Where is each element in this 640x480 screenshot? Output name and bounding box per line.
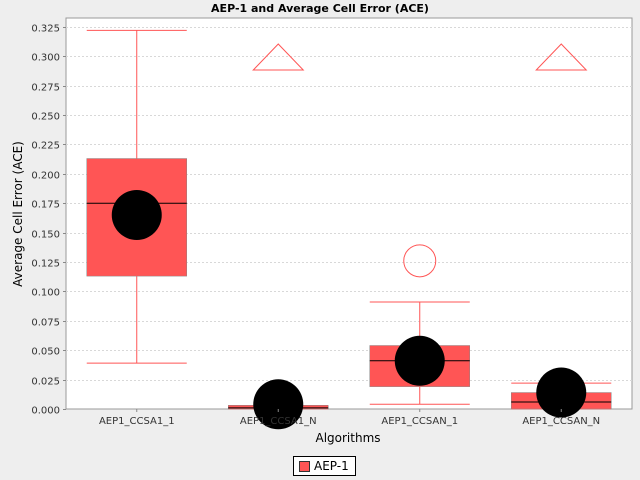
far-out-indicator <box>252 43 305 71</box>
outlier-marker <box>403 244 437 278</box>
box-group <box>511 43 612 418</box>
x-tick-label: AEP1_CCSA1_N <box>240 416 317 427</box>
y-tick-label: 0.250 <box>31 112 60 123</box>
mean-marker <box>111 189 162 240</box>
x-axis: AEP1_CCSA1_1 AEP1_CCSA1_N AEP1_CCSAN_1 AEP1… <box>99 409 600 427</box>
y-tick-label: 0.300 <box>31 53 60 64</box>
x-tick-label: AEP1_CCSAN_1 <box>381 416 458 427</box>
box-group <box>86 29 187 364</box>
y-tick-label: 0.000 <box>31 406 60 417</box>
y-tick-label: 0.200 <box>31 171 60 182</box>
y-axis: 0.000 0.025 0.050 0.075 0.100 0.125 0.150 0.175… <box>31 24 66 417</box>
mean-marker <box>536 367 587 418</box>
y-tick-label: 0.225 <box>31 141 60 152</box>
y-tick-label: 0.100 <box>31 288 60 299</box>
legend: AEP-1 <box>293 456 356 476</box>
y-tick-label: 0.025 <box>31 377 60 388</box>
legend-swatch <box>299 460 310 472</box>
y-tick-label: 0.125 <box>31 259 60 270</box>
chart-title: AEP-1 and Average Cell Error (ACE) <box>211 2 429 15</box>
y-tick-label: 0.325 <box>31 24 60 35</box>
y-tick-label: 0.050 <box>31 347 60 358</box>
x-tick-label: AEP1_CCSA1_1 <box>99 416 175 427</box>
y-axis-label: Average Cell Error (ACE) <box>11 141 25 287</box>
box-series <box>86 29 612 430</box>
far-out-indicator <box>535 43 588 71</box>
y-tick-label: 0.150 <box>31 230 60 241</box>
box-group <box>228 43 329 430</box>
legend-label: AEP-1 <box>314 459 349 473</box>
y-tick-label: 0.175 <box>31 200 60 211</box>
x-tick-label: AEP1_CCSAN_N <box>522 416 600 427</box>
box-group <box>369 244 470 405</box>
mean-marker <box>253 379 304 430</box>
x-axis-label: Algorithms <box>315 431 380 445</box>
y-tick-label: 0.275 <box>31 83 60 94</box>
y-tick-label: 0.075 <box>31 318 60 329</box>
mean-marker <box>394 335 445 386</box>
